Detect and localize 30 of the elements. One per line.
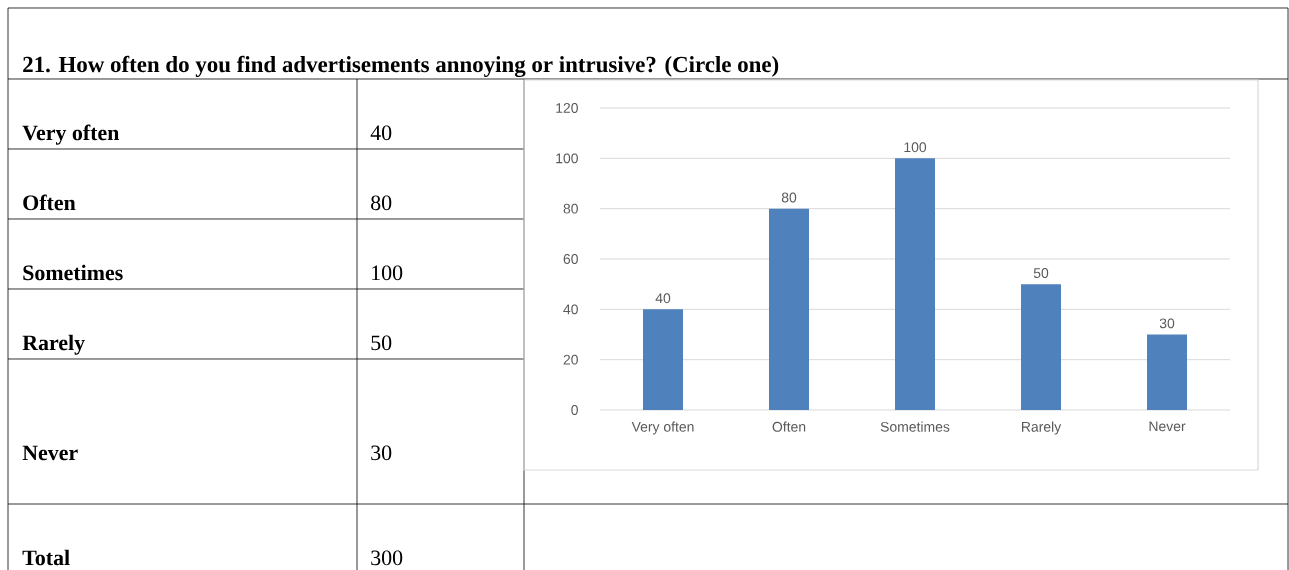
category-label: Rarely [22,334,85,355]
text: 30 [371,445,392,461]
x-tick-label: Sometimes [880,421,950,432]
y-tick-label: 40 [563,304,578,315]
x-tick-label: Very often [631,421,694,435]
y-tick-label: 60 [563,254,578,264]
text: 40 [370,125,392,141]
text: 50 [371,335,392,351]
category-label: Very often [22,124,120,145]
category-label: Sometimes [23,264,123,281]
text: 100 [372,265,403,281]
text: 80 [371,195,392,211]
data-label: 30 [1159,318,1175,329]
data-label: 50 [1033,268,1049,278]
category-label: Never [22,445,78,461]
y-tick-label: 120 [556,103,578,113]
text: 300 [371,550,403,566]
data-label: 40 [655,293,671,304]
text: Total [22,549,70,566]
y-tick-label: 100 [556,153,578,164]
category-label: Often [23,194,76,211]
text: 21. How often do you find advertisements annoying or intrusive? (Circle one) [23,55,779,78]
y-tick-label: 20 [563,354,578,365]
x-tick-label: Rarely [1022,421,1062,435]
data-label: 80 [781,192,797,203]
x-tick-label: Often [772,421,806,432]
x-tick-label: Never [1149,421,1186,432]
data-label: 100 [904,142,927,153]
y-tick-label: 80 [563,203,578,214]
y-tick-label: 0 [571,405,578,415]
